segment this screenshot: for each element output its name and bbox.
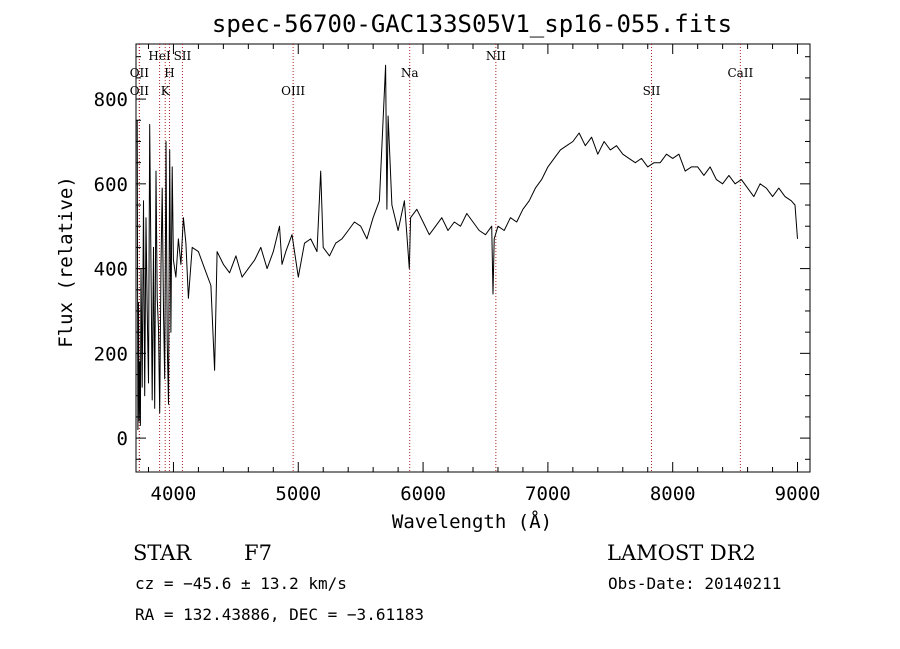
line-marker-label-3: H [164,66,174,80]
y-axis-label: Flux (relative) [55,176,77,348]
spectrum-series-0 [136,64,798,431]
line-marker-label-5: SII [174,49,192,63]
coordinates-text: RA = 132.43886, DEC = −3.61183 [135,605,424,624]
y-tick-label-1: 200 [94,343,128,365]
x-tick-label-4: 8000 [650,483,696,505]
x-tick-label-5: 9000 [775,483,821,505]
line-marker-label-7: Na [401,66,419,80]
object-class-label: STAR [133,541,192,565]
x-tick-label-2: 6000 [400,483,446,505]
chart-title: spec-56700-GAC133S05V1_sp16-055.fits [212,10,732,38]
line-marker-label-4: K [161,84,171,98]
redshift-velocity-text: cz = −45.6 ± 13.2 km/s [135,574,347,593]
y-tick-label-2: 400 [94,259,128,281]
info-block: STAR F7 LAMOST DR2 cz = −45.6 ± 13.2 km/… [133,541,781,624]
line-marker-label-0: OII [130,66,150,80]
line-marker-label-6: OIII [281,84,305,98]
y-tick-label-4: 800 [94,89,128,111]
object-subclass-label: F7 [244,541,272,565]
x-axis-label: Wavelength (Å) [392,510,552,533]
plot-frame [135,43,811,473]
line-marker-label-10: CaII [727,66,753,80]
y-tick-label-3: 600 [94,174,128,196]
observation-date-text: Obs-Date: 20140211 [608,574,781,593]
y-tick-label-0: 0 [117,428,128,450]
x-tick-label-3: 7000 [525,483,571,505]
x-tick-label-0: 4000 [151,483,197,505]
line-marker-label-1: OII [130,84,150,98]
x-tick-label-1: 5000 [275,483,321,505]
line-marker-label-8: NII [486,49,506,63]
line-marker-label-9: SII [643,84,661,98]
line-marker-label-2: HeI [148,49,171,63]
survey-label: LAMOST DR2 [607,541,756,565]
